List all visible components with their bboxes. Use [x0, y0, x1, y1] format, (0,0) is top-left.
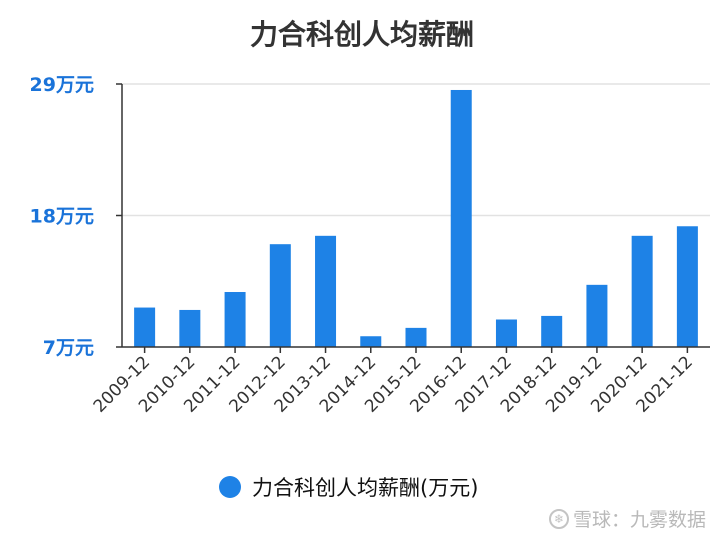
- bar[interactable]: [315, 235, 337, 347]
- chart-title: 力合科创人均薪酬: [250, 18, 474, 51]
- y-tick-label: 29万元: [30, 74, 94, 96]
- bar[interactable]: [405, 327, 427, 347]
- bar[interactable]: [586, 284, 608, 347]
- legend[interactable]: 力合科创人均薪酬(万元): [219, 476, 478, 500]
- y-tick-labels: 7万元 18万元 29万元: [30, 74, 122, 359]
- legend-label: 力合科创人均薪酬(万元): [252, 476, 478, 500]
- bar[interactable]: [360, 336, 382, 347]
- legend-marker: [219, 476, 241, 498]
- bar[interactable]: [495, 319, 517, 347]
- bar[interactable]: [134, 307, 156, 347]
- bar[interactable]: [450, 89, 472, 348]
- gridlines: [122, 83, 710, 217]
- bar[interactable]: [224, 292, 246, 347]
- bars: [134, 89, 698, 348]
- x-tick-labels: 2009-122010-122011-122012-122013-122014-…: [90, 347, 697, 417]
- bar[interactable]: [676, 226, 698, 347]
- watermark-text: 雪球：九雾数据: [572, 509, 706, 531]
- bar[interactable]: [179, 309, 201, 347]
- bar[interactable]: [269, 244, 291, 347]
- bar[interactable]: [541, 315, 563, 347]
- watermark: ❄ 雪球：九雾数据: [548, 505, 706, 532]
- y-tick-label: 7万元: [43, 337, 94, 359]
- bar[interactable]: [631, 235, 653, 347]
- y-tick-label: 18万元: [30, 206, 94, 228]
- snowball-logo-icon: ❄: [548, 508, 569, 529]
